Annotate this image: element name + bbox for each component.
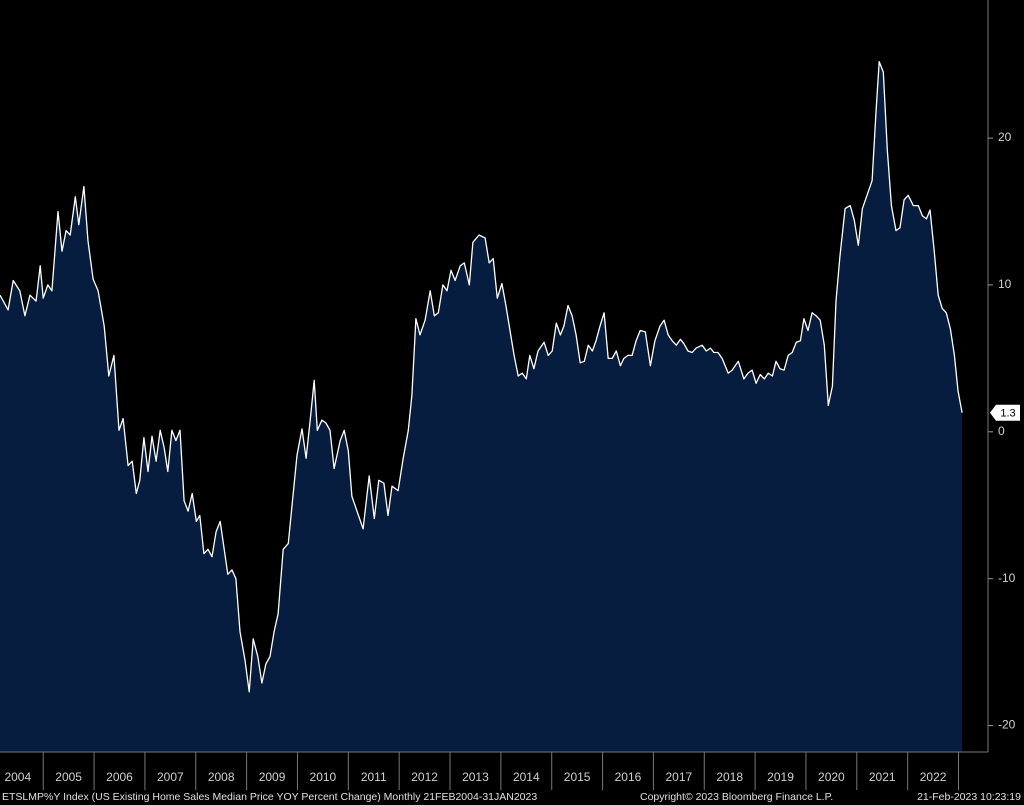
x-tick-label: 2008 [208, 770, 235, 784]
y-tick-label: 20 [998, 130, 1012, 144]
x-tick-label: 2019 [767, 770, 794, 784]
x-tick-label: 2021 [869, 770, 896, 784]
x-tick-label: 2022 [920, 770, 947, 784]
y-tick-label: 0 [998, 424, 1005, 438]
source-note: ETSLMP%Y Index (US Existing Home Sales M… [2, 791, 537, 803]
x-tick-label: 2015 [564, 770, 591, 784]
x-tick-label: 2011 [361, 770, 387, 784]
y-tick-label: -20 [998, 718, 1016, 732]
line [0, 61, 963, 693]
area-fill [0, 61, 963, 752]
last-value-tag [990, 404, 1020, 421]
y-tick-label: 10 [998, 277, 1012, 291]
x-tick-label: 2007 [157, 770, 184, 784]
y-tick-label: -10 [998, 571, 1016, 585]
x-tick-label: 2012 [411, 770, 438, 784]
x-tick-label: 2016 [615, 770, 642, 784]
x-tick-label: 2010 [310, 770, 337, 784]
x-tick-label: 2020 [818, 770, 845, 784]
x-tick-label: 2018 [716, 770, 743, 784]
x-tick-label: 2006 [106, 770, 133, 784]
last-value-label: 1.3 [1000, 408, 1015, 420]
x-tick-label: 2005 [55, 770, 82, 784]
x-tick-label: 2017 [665, 770, 692, 784]
plot-area [0, 61, 963, 752]
x-tick-label: 2004 [4, 770, 31, 784]
x-tick-label: 2013 [462, 770, 489, 784]
copyright: Copyright© 2023 Bloomberg Finance L.P. [640, 791, 833, 803]
x-tick-label: 2014 [513, 770, 540, 784]
x-tick-label: 2009 [259, 770, 286, 784]
timestamp: 21-Feb-2023 10:23:19 [917, 791, 1021, 803]
